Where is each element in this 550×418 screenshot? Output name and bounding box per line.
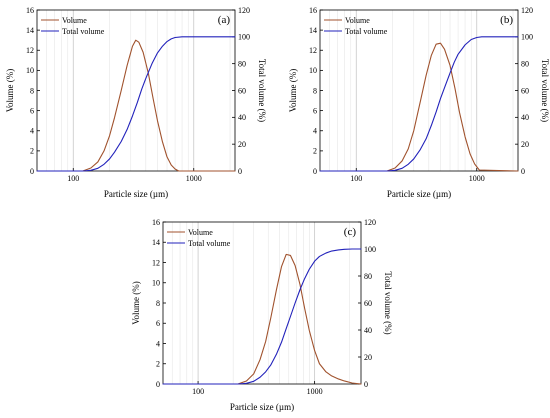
y-tick-label-right: 120: [521, 6, 533, 15]
y-tick-label-right: 0: [238, 167, 242, 176]
y-tick-label-right: 100: [521, 33, 533, 42]
x-tick-label: 100: [67, 174, 79, 183]
y-tick-label-left: 4: [156, 339, 160, 348]
legend-label: Total volume: [345, 27, 388, 36]
y-tick-label-left: 14: [309, 26, 317, 35]
y-tick-label-right: 100: [364, 245, 376, 254]
y-tick-label-right: 20: [238, 140, 246, 149]
chart-panel-2: 0 2 4 6 8 10 12 14 16 0 20 40 60 80 100 120 100 1000 Parti…: [288, 6, 550, 199]
y-axis-title-right: Total volume (%): [540, 59, 550, 122]
y-tick-label-left: 12: [26, 46, 34, 55]
y-tick-label-left: 10: [152, 279, 160, 288]
y-tick-label-left: 10: [26, 66, 34, 75]
y-tick-label-left: 4: [313, 127, 317, 136]
y-tick-label-right: 100: [238, 33, 250, 42]
y-tick-label-left: 0: [156, 380, 160, 389]
panel-label: (b): [500, 14, 513, 26]
y-tick-label-right: 20: [521, 140, 529, 149]
legend: Volume Total volume: [41, 16, 105, 36]
series-line-volume: [319, 42, 519, 172]
y-tick-label-left: 2: [156, 360, 160, 369]
series-line-volume: [36, 39, 236, 172]
y-tick-label-right: 80: [521, 59, 529, 68]
y-tick-label-left: 16: [309, 6, 317, 15]
chart-panel-3: 0 2 4 6 8 10 12 14 16 0 20 40 60 80 100 120 100 1000 Parti…: [131, 218, 393, 412]
y-tick-label-left: 16: [152, 218, 160, 227]
y-axis-title-left: Volume (%): [288, 69, 298, 113]
x-tick-label: 1000: [186, 174, 202, 183]
legend-label: Volume: [62, 16, 87, 25]
panel-label: (c): [344, 226, 357, 238]
y-tick-label-left: 2: [30, 147, 34, 156]
y-tick-label-right: 80: [364, 272, 372, 281]
y-tick-label-left: 14: [152, 238, 160, 247]
y-tick-label-right: 120: [364, 218, 376, 227]
gridlines: [329, 10, 514, 171]
y-tick-label-left: 10: [309, 66, 317, 75]
series-line-volume: [162, 253, 362, 385]
y-tick-label-right: 60: [521, 86, 529, 95]
legend: Volume Total volume: [167, 228, 231, 248]
y-tick-label-left: 8: [313, 86, 317, 95]
y-axis-title-right: Total volume (%): [257, 59, 267, 122]
y-tick-label-left: 6: [30, 106, 34, 115]
panel-label: (a): [218, 14, 231, 26]
y-tick-label-right: 0: [364, 380, 368, 389]
legend-label: Total volume: [62, 27, 105, 36]
y-axis-title-right: Total volume (%): [383, 271, 393, 334]
y-tick-label-left: 6: [313, 106, 317, 115]
x-axis-title: Particle size (µm): [387, 189, 451, 199]
chart-panel-1: 0 2 4 6 8 10 12 14 16 0 20 40 60 80 100 120 100 1000 Parti…: [5, 6, 267, 199]
series-line-total-volume: [162, 248, 362, 385]
y-tick-label-right: 40: [364, 326, 372, 335]
y-tick-label-right: 20: [364, 353, 372, 362]
y-tick-label-right: 60: [238, 86, 246, 95]
x-tick-label: 100: [192, 387, 204, 396]
y-tick-label-left: 16: [26, 6, 34, 15]
y-axis-title-left: Volume (%): [5, 69, 15, 113]
series-line-total-volume: [36, 36, 236, 172]
y-tick-label-left: 6: [156, 319, 160, 328]
y-tick-label-left: 8: [30, 86, 34, 95]
x-tick-label: 100: [350, 174, 362, 183]
y-tick-label-left: 12: [309, 46, 317, 55]
y-tick-label-right: 60: [364, 299, 372, 308]
y-tick-label-left: 12: [152, 258, 160, 267]
y-tick-label-left: 4: [30, 127, 34, 136]
legend: Volume Total volume: [324, 16, 388, 36]
x-axis-title: Particle size (µm): [230, 402, 294, 412]
legend-label: Volume: [345, 16, 370, 25]
x-axis-title: Particle size (µm): [104, 189, 168, 199]
y-tick-label-right: 40: [238, 113, 246, 122]
legend-label: Volume: [188, 228, 213, 237]
x-tick-label: 1000: [469, 174, 485, 183]
y-tick-label-right: 40: [521, 113, 529, 122]
series-line-total-volume: [319, 36, 519, 172]
y-tick-label-left: 8: [156, 299, 160, 308]
legend-label: Total volume: [188, 239, 231, 248]
y-tick-label-left: 0: [30, 167, 34, 176]
x-tick-label: 1000: [307, 387, 323, 396]
y-tick-label-left: 2: [313, 147, 317, 156]
y-tick-label-right: 120: [238, 6, 250, 15]
y-tick-label-right: 0: [521, 167, 525, 176]
y-tick-label-right: 80: [238, 59, 246, 68]
y-tick-label-left: 0: [313, 167, 317, 176]
y-axis-title-left: Volume (%): [131, 281, 141, 325]
y-tick-label-left: 14: [26, 26, 34, 35]
